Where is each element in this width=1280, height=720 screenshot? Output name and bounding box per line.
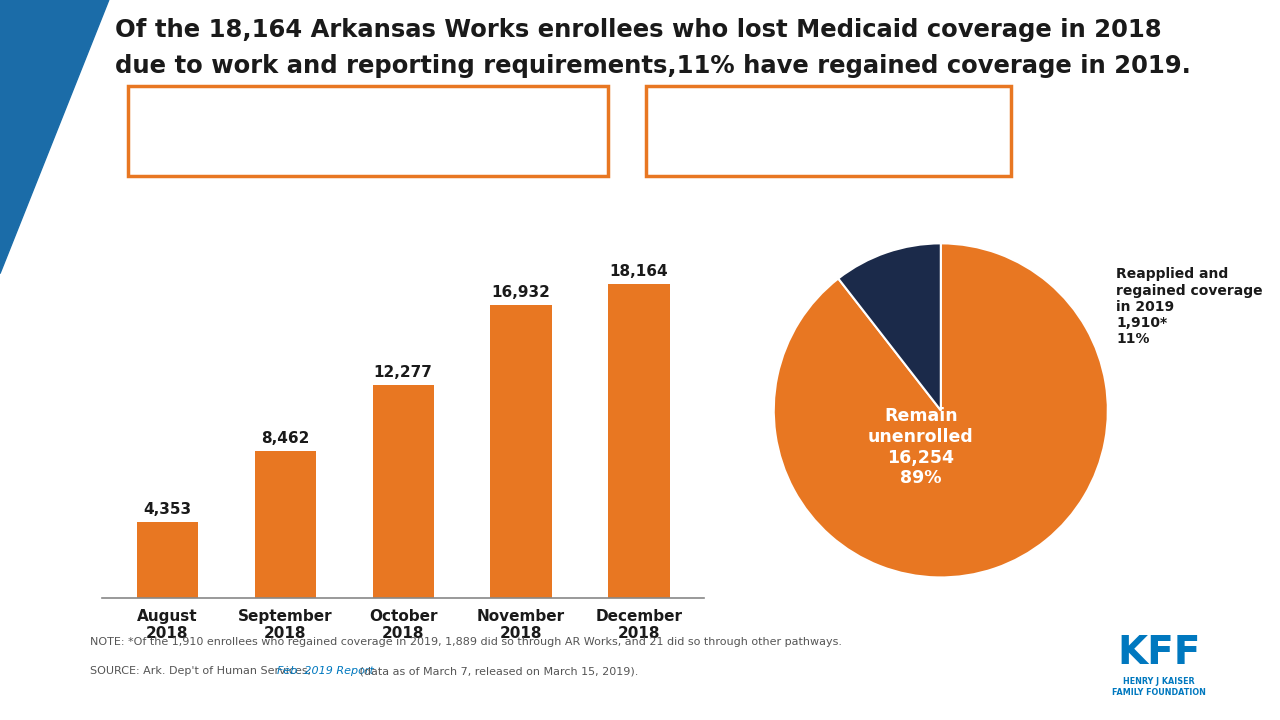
Bar (608, 284, 669, 598)
Bar (255, 451, 316, 598)
Text: work and reporting requirements = 18,164: work and reporting requirements = 18,164 (189, 144, 547, 158)
Text: 8,462: 8,462 (261, 431, 310, 446)
Text: Total enrollees who lost coverage in 2018 due to: Total enrollees who lost coverage in 201… (166, 113, 570, 128)
Bar (137, 523, 198, 598)
Text: Feb. 2019 Report: Feb. 2019 Report (276, 666, 374, 676)
Text: HENRY J KAISER
FAMILY FOUNDATION: HENRY J KAISER FAMILY FOUNDATION (1112, 677, 1206, 698)
Text: Reapplied and
regained coverage
in 2019
1,910*
11%: Reapplied and regained coverage in 2019 … (1116, 267, 1263, 346)
Text: 18,164: 18,164 (609, 264, 668, 279)
Text: (data as of March 7, released on March 15, 2019).: (data as of March 7, released on March 1… (356, 666, 639, 676)
Text: SOURCE: Ark. Dep't of Human Services,: SOURCE: Ark. Dep't of Human Services, (90, 666, 314, 676)
Wedge shape (838, 243, 941, 410)
Bar (490, 305, 552, 598)
Bar (372, 385, 434, 598)
Text: NOTE: *Of the 1,910 enrollees who regained coverage in 2019, 1,889 did so throug: NOTE: *Of the 1,910 enrollees who regain… (90, 637, 842, 647)
Text: KFF: KFF (1117, 634, 1201, 672)
Text: 4,353: 4,353 (143, 502, 191, 517)
Text: 89% of enrollees who lost: 89% of enrollees who lost (722, 104, 936, 119)
Text: Remain
unenrolled
16,254
89%: Remain unenrolled 16,254 89% (868, 407, 974, 487)
Text: coverage in 2018 remain: coverage in 2018 remain (726, 126, 932, 140)
Text: 12,277: 12,277 (374, 365, 433, 380)
Text: unenrolled in 2019.: unenrolled in 2019. (749, 149, 909, 164)
Text: 16,932: 16,932 (492, 285, 550, 300)
Wedge shape (774, 243, 1107, 577)
Text: due to work and reporting requirements,11% have regained coverage in 2019.: due to work and reporting requirements,1… (115, 54, 1192, 78)
Text: Of the 18,164 Arkansas Works enrollees who lost Medicaid coverage in 2018: Of the 18,164 Arkansas Works enrollees w… (115, 18, 1162, 42)
